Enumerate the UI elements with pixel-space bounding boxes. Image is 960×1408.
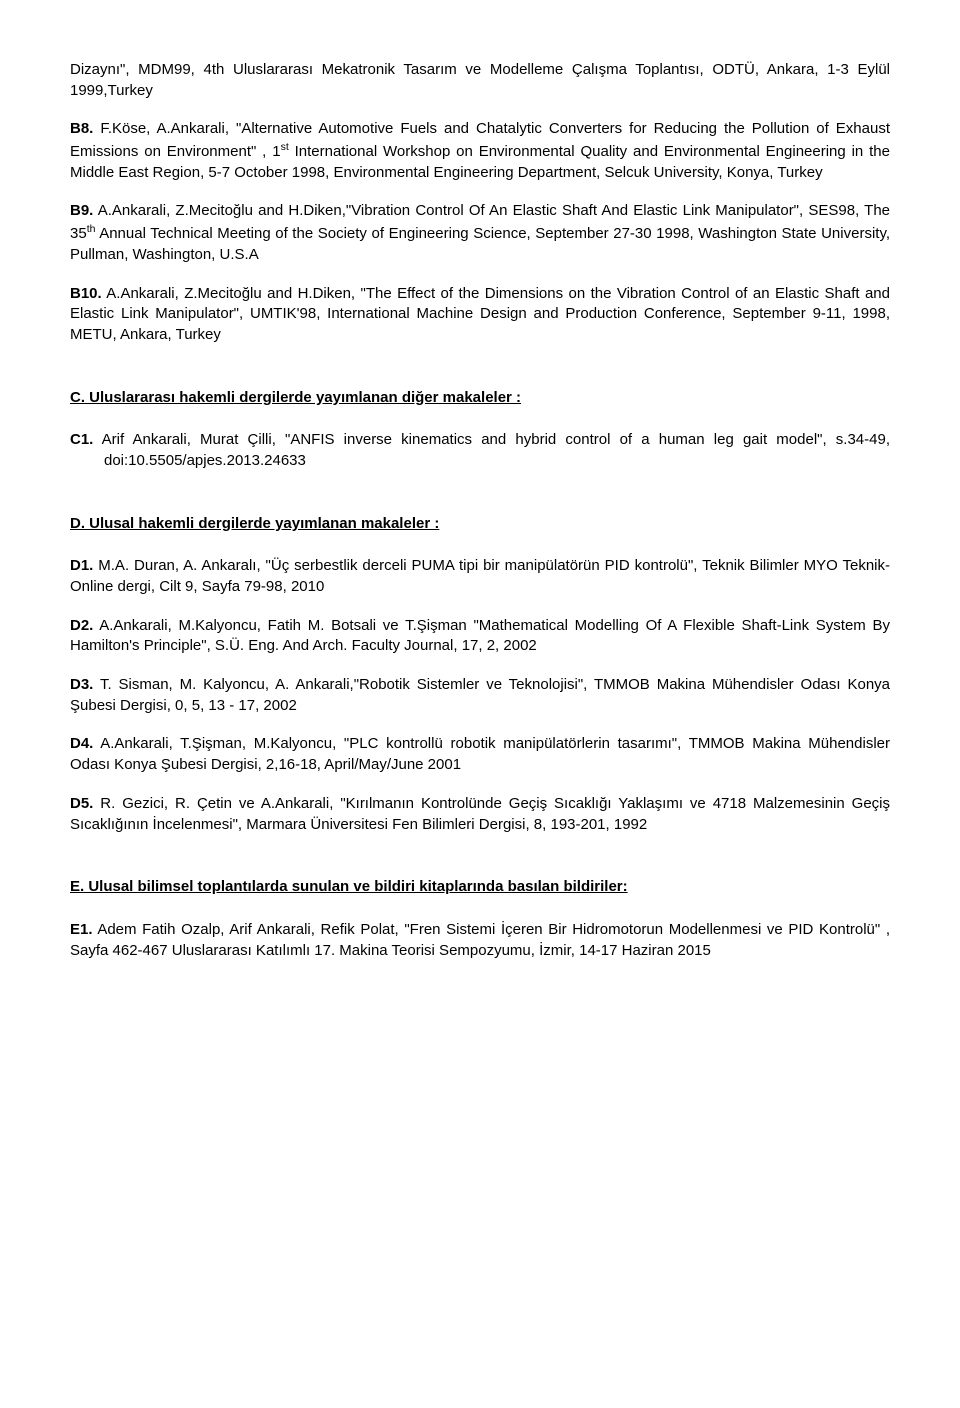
section-c-heading: C. Uluslararası hakemli dergilerde yayım… (70, 388, 890, 409)
label: D1. (70, 557, 93, 574)
label: D4. (70, 735, 93, 752)
entry-d2: D2. A.Ankarali, M.Kalyoncu, Fatih M. Bot… (70, 616, 890, 657)
entry-c1: C1. Arif Ankarali, Murat Çilli, "ANFIS i… (70, 430, 890, 471)
entry-b10: B10. A.Ankarali, Z.Mecitoğlu and H.Diken… (70, 284, 890, 346)
entry-b7-tail: Dizaynı", MDM99, 4th Uluslararası Mekatr… (70, 60, 890, 101)
label: B8. (70, 120, 93, 137)
label: D2. (70, 617, 93, 634)
entry-b9: B9. A.Ankarali, Z.Mecitoğlu and H.Diken,… (70, 201, 890, 265)
entry-b8: B8. F.Köse, A.Ankarali, "Alternative Aut… (70, 119, 890, 183)
text: A.Ankarali, Z.Mecitoğlu and H.Diken, "Th… (70, 285, 890, 343)
text: Adem Fatih Ozalp, Arif Ankarali, Refik P… (70, 921, 890, 959)
label: B10. (70, 285, 102, 302)
label: E1. (70, 921, 93, 938)
entry-d5: D5. R. Gezici, R. Çetin ve A.Ankarali, "… (70, 794, 890, 835)
entry-e1: E1. Adem Fatih Ozalp, Arif Ankarali, Ref… (70, 920, 890, 961)
text: T. Sisman, M. Kalyoncu, A. Ankarali,"Rob… (70, 676, 890, 714)
text: A.Ankarali, M.Kalyoncu, Fatih M. Botsali… (70, 617, 890, 655)
label: B9. (70, 202, 93, 219)
text-part2: Annual Technical Meeting of the Society … (70, 225, 890, 263)
text: M.A. Duran, A. Ankaralı, "Üç serbestlik … (70, 557, 890, 595)
label: C1. (70, 431, 93, 448)
text: Arif Ankarali, Murat Çilli, "ANFIS inver… (93, 431, 890, 469)
text: A.Ankarali, T.Şişman, M.Kalyoncu, "PLC k… (70, 735, 890, 773)
entry-d3: D3. T. Sisman, M. Kalyoncu, A. Ankarali,… (70, 675, 890, 716)
sup: st (281, 141, 289, 153)
label: D5. (70, 795, 93, 812)
section-e-heading: E. Ulusal bilimsel toplantılarda sunulan… (70, 877, 890, 898)
entry-d1: D1. M.A. Duran, A. Ankaralı, "Üç serbest… (70, 556, 890, 597)
text: Dizaynı", MDM99, 4th Uluslararası Mekatr… (70, 61, 890, 99)
entry-d4: D4. A.Ankarali, T.Şişman, M.Kalyoncu, "P… (70, 734, 890, 775)
section-d-heading: D. Ulusal hakemli dergilerde yayımlanan … (70, 514, 890, 535)
label: D3. (70, 676, 93, 693)
text: R. Gezici, R. Çetin ve A.Ankarali, "Kırı… (70, 795, 890, 833)
